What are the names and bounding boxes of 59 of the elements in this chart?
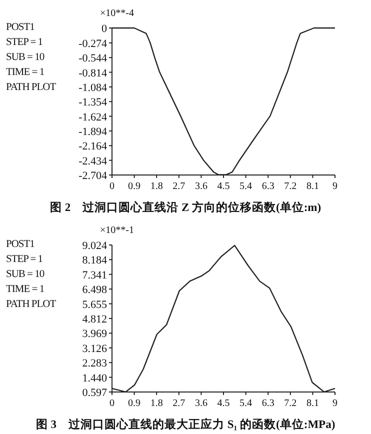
y-tick-label: 2.283 [82, 358, 108, 370]
x-tick-label: 0.9 [128, 398, 141, 409]
x-tick-label: 1.8 [150, 181, 163, 192]
y-tick-label: -2.434 [78, 155, 108, 168]
x-tick-label: 0.9 [128, 181, 141, 192]
y-tick-label: 7.341 [82, 269, 107, 282]
x-tick-label: 3.6 [194, 181, 208, 192]
y-tick-label: -1.354 [78, 96, 108, 109]
y-tick-label: 5.655 [82, 298, 108, 311]
text: 图 2 过洞口圆心直线沿 Z 方向的位移函数(单位:m) [50, 200, 322, 214]
y-tick-label: -0.274 [78, 38, 108, 50]
y-tick-label: 8.184 [82, 254, 108, 267]
text: 图 3 过洞口圆心直线的最大正应力 S₁ 的函数(单位:MPa) [36, 417, 336, 431]
x-tick-label: 7.2 [284, 398, 297, 409]
y-tick-label: 6.498 [82, 284, 108, 296]
x-tick-label: 7.2 [284, 181, 297, 192]
text: ×10**-1 [100, 225, 134, 236]
y-tick-label: -0.544 [78, 52, 108, 65]
y-tick-label: 3.969 [82, 328, 108, 340]
x-tick-label: 6.3 [262, 398, 274, 409]
x-tick-label: 6.3 [262, 181, 274, 192]
y-tick-label: -0.814 [78, 67, 108, 80]
x-tick-label: 0 [110, 398, 114, 409]
text: STEP = 1 [6, 254, 43, 265]
x-tick-label: 2.7 [172, 398, 186, 409]
y-tick-label: -2.164 [78, 140, 108, 153]
text: POST1 [6, 22, 35, 33]
x-tick-label: 9 [332, 398, 338, 409]
y-tick-label: 0.597 [82, 387, 108, 399]
x-tick-label: 8.1 [306, 181, 319, 192]
y-tick-label: -1.894 [78, 126, 108, 138]
y-tick-label: -1.624 [78, 111, 108, 124]
x-tick-label: 1.8 [150, 398, 163, 409]
x-tick-label: 0 [110, 181, 114, 192]
x-tick-label: 9 [332, 181, 338, 192]
y-tick-label: -1.084 [78, 82, 108, 94]
y-tick-label: -2.704 [78, 170, 108, 182]
y-tick-label: 1.440 [82, 372, 108, 384]
y-tick-label: 4.812 [82, 313, 107, 326]
x-tick-label: 2.7 [172, 181, 186, 192]
x-tick-label: 4.5 [217, 181, 230, 192]
x-tick-label: 5.4 [240, 181, 252, 192]
y-tick-label: 9.024 [82, 240, 108, 252]
text: STEP = 1 [6, 37, 43, 48]
x-tick-label: 4.5 [217, 398, 230, 409]
text: SUB = 10 [6, 269, 44, 280]
y-tick-label: 0 [102, 23, 108, 35]
text: SUB = 10 [6, 52, 44, 63]
y-tick-label: 3.126 [82, 342, 108, 355]
text: PATH PLOT [6, 82, 57, 93]
x-tick-label: 3.6 [194, 398, 208, 409]
text: ×10**-4 [100, 8, 134, 19]
text: POST1 [6, 239, 35, 250]
text: TIME = 1 [6, 67, 44, 78]
x-tick-label: 5.4 [240, 398, 252, 409]
text: PATH PLOT [6, 299, 57, 310]
line-series [111, 244, 336, 393]
x-tick-label: 8.1 [306, 398, 319, 409]
text: TIME = 1 [6, 284, 44, 295]
